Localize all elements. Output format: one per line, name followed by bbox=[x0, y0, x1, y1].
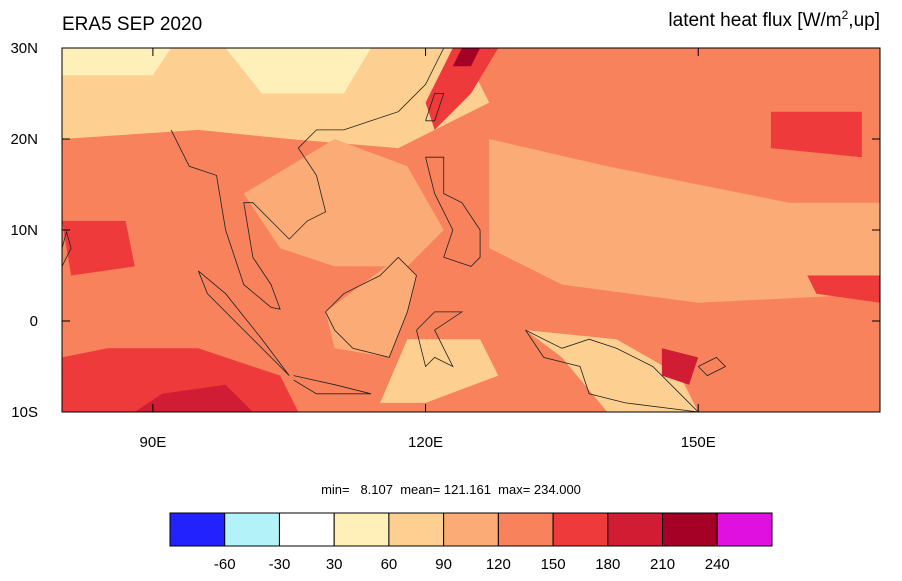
colorbar-label: -30 bbox=[269, 556, 291, 573]
colorbar-label: 210 bbox=[650, 556, 675, 573]
coastline bbox=[197, 270, 290, 376]
y-tick-label: 10N bbox=[10, 222, 38, 239]
flux-region bbox=[452, 48, 481, 67]
flux-region bbox=[62, 348, 299, 412]
flux-region bbox=[807, 275, 880, 303]
colorbar-label: 60 bbox=[381, 556, 398, 573]
colorbar-label: 180 bbox=[595, 556, 620, 573]
map-title: ERA5 SEP 2020 bbox=[62, 14, 202, 35]
coastline bbox=[697, 356, 727, 377]
variable-tail: ,up] bbox=[848, 10, 880, 31]
colorbar-label: 30 bbox=[326, 556, 343, 573]
variable-label: latent heat flux [W/m2,up] bbox=[668, 8, 880, 31]
coastline bbox=[425, 93, 445, 122]
flux-region bbox=[62, 48, 490, 149]
variable-sup: 2 bbox=[842, 8, 849, 22]
colorbar-box bbox=[333, 512, 390, 547]
flux-region bbox=[661, 348, 699, 385]
x-tick-label: 120E bbox=[408, 434, 443, 451]
flux-region bbox=[489, 139, 880, 303]
x-tick-label: 90E bbox=[140, 434, 167, 451]
stats: min= 8.107 mean= 121.161 max= 234.000 bbox=[321, 482, 581, 497]
colorbar-box bbox=[278, 512, 335, 547]
colorbar-box bbox=[716, 512, 773, 547]
coastline bbox=[425, 156, 481, 267]
colorbar-box bbox=[224, 512, 280, 547]
x-tick-label: 150E bbox=[681, 434, 716, 451]
flux-region bbox=[62, 48, 172, 76]
y-tick-label: 10S bbox=[11, 404, 38, 421]
coastline bbox=[325, 256, 417, 358]
colorbar-label: 120 bbox=[486, 556, 511, 573]
colorbar-box bbox=[169, 512, 226, 547]
colorbar-label: 90 bbox=[435, 556, 452, 573]
y-tick-label: 30N bbox=[10, 40, 38, 57]
coastline bbox=[525, 329, 700, 413]
flux-region bbox=[380, 339, 499, 403]
colorbar-label: 150 bbox=[541, 556, 566, 573]
flux-region bbox=[325, 257, 417, 358]
flux-region bbox=[134, 384, 253, 412]
colorbar-box bbox=[607, 512, 664, 547]
colorbar-box bbox=[388, 512, 445, 547]
colorbar-label: -60 bbox=[214, 556, 236, 573]
coastline bbox=[293, 375, 372, 395]
variable-text: latent heat flux [W/m bbox=[668, 10, 841, 31]
colorbar-box bbox=[552, 512, 609, 547]
coastline bbox=[170, 47, 445, 310]
flux-region bbox=[770, 111, 862, 158]
coastline bbox=[61, 230, 72, 267]
flux-region bbox=[62, 220, 135, 276]
y-tick-label: 20N bbox=[10, 131, 38, 148]
flux-region bbox=[225, 48, 372, 94]
colorbar-box bbox=[443, 512, 499, 547]
colorbar-label: 240 bbox=[705, 556, 730, 573]
flux-region bbox=[525, 330, 699, 412]
y-tick-label: 0 bbox=[30, 313, 38, 330]
flux-region bbox=[425, 48, 499, 130]
map bbox=[61, 47, 881, 413]
coastline bbox=[416, 311, 464, 368]
colorbar-box bbox=[497, 512, 554, 547]
colorbar-box bbox=[662, 512, 718, 547]
